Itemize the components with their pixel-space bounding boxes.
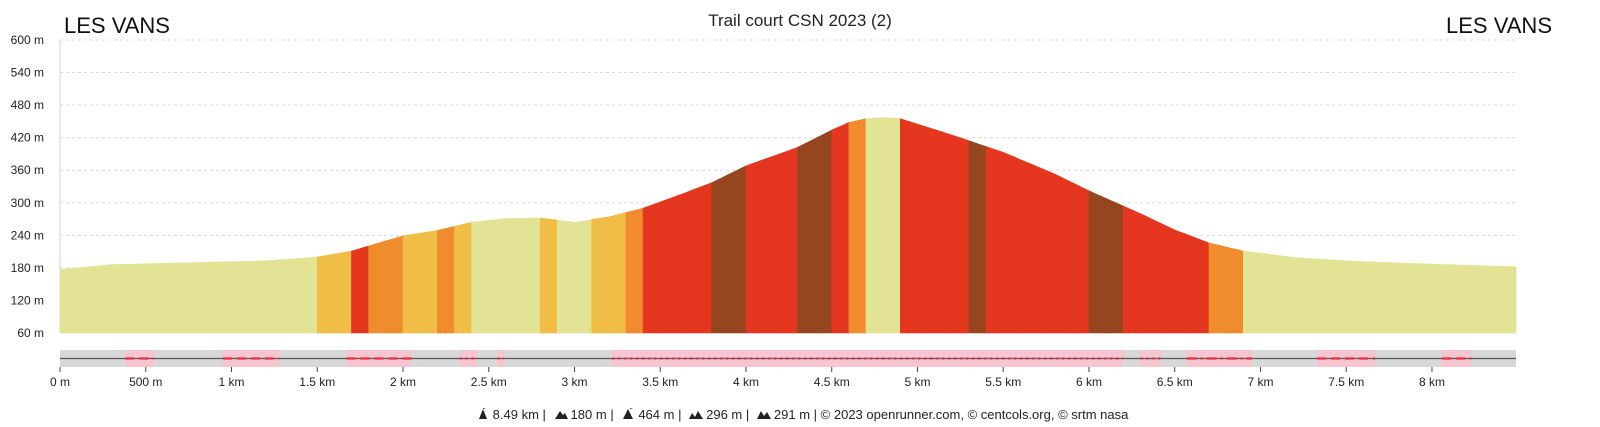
y-axis: 60 m 120 m 180 m 240 m 300 m 360 m 420 m 480 m 5… [11, 33, 44, 340]
gradient-segment [556, 219, 592, 334]
x-tick-label: 3 km [561, 375, 587, 389]
x-tick-label: 7 km [1247, 375, 1273, 389]
gradient-segment [402, 230, 438, 334]
gradient-segment [797, 129, 833, 334]
gradient-segment [1088, 190, 1124, 334]
chart-title: Trail court CSN 2023 (2) [708, 11, 892, 30]
separator: | [678, 407, 682, 422]
y-tick-label: 60 m [17, 326, 44, 340]
x-tick-label: 6 km [1076, 375, 1102, 389]
max-elevation-value: 464 m [638, 407, 675, 422]
x-tick-label: 1.5 km [299, 375, 335, 389]
gradient-segment [831, 122, 850, 334]
gradient-segment [436, 226, 455, 334]
gradient-segment [351, 245, 370, 334]
min-elevation-icon [756, 411, 771, 419]
elevation-loss-icon [689, 411, 704, 419]
gradient-segment [539, 217, 558, 334]
y-tick-label: 480 m [11, 98, 44, 112]
x-tick-label: 4.5 km [814, 375, 850, 389]
x-tick-label: 500 m [129, 375, 162, 389]
gradient-segment [59, 256, 318, 334]
y-tick-label: 360 m [11, 163, 44, 177]
credits: © 2023 openrunner.com, © centcols.org, ©… [820, 407, 1129, 422]
y-tick-label: 540 m [11, 66, 44, 80]
gradient-segment [368, 235, 404, 334]
footer-stats: 8.49 km | 180 m | 464 m | 296 m | 291 m … [0, 407, 1600, 422]
x-tick-label: 3.5 km [642, 375, 678, 389]
max-elevation-icon [623, 408, 634, 419]
y-tick-label: 600 m [11, 33, 44, 47]
x-tick-label: 5 km [904, 375, 930, 389]
x-tick-label: 4 km [733, 375, 759, 389]
distance-icon [478, 408, 487, 419]
elevation-loss-value: 296 m [706, 407, 743, 422]
elevation-gain-icon [554, 411, 568, 419]
x-tick-label: 1 km [218, 375, 244, 389]
y-tick-label: 240 m [11, 228, 44, 242]
elevation-gain-value: 180 m [570, 407, 607, 422]
x-tick-label: 7.5 km [1328, 375, 1364, 389]
gradient-segment [865, 117, 901, 334]
gradient-segment [471, 217, 541, 334]
x-tick-label: 0 m [50, 375, 70, 389]
gradient-segment [316, 250, 352, 334]
separator: | [813, 407, 818, 422]
x-tick-label: 2.5 km [471, 375, 507, 389]
x-tick-label: 6.5 km [1157, 375, 1193, 389]
gradient-segment [745, 146, 798, 334]
gradient-segment [968, 140, 987, 334]
gradient-segment [1243, 250, 1517, 334]
surface-bar [60, 350, 1516, 367]
gradient-segment [899, 118, 970, 334]
gradient-segment [848, 118, 867, 334]
x-tick-label: 8 km [1419, 375, 1445, 389]
gradient-segment [625, 207, 644, 334]
y-tick-label: 180 m [11, 261, 44, 275]
y-tick-label: 300 m [11, 196, 44, 210]
gradient-segment [1123, 205, 1210, 334]
elevation-profile-chart: 60 m 120 m 180 m 240 m 300 m 360 m 420 m 480 m 5… [11, 33, 1517, 389]
x-tick-label: 5.5 km [985, 375, 1021, 389]
start-place-label: LES VANS [64, 13, 170, 38]
x-tick-label: 2 km [390, 375, 416, 389]
y-tick-label: 120 m [11, 293, 44, 307]
gradient-segment [985, 146, 1090, 334]
gradient-segment [454, 221, 472, 334]
y-tick-label: 420 m [11, 131, 44, 145]
gradient-segment [711, 165, 747, 334]
separator: | [610, 407, 614, 422]
separator: | [542, 407, 546, 422]
end-place-label: LES VANS [1446, 13, 1552, 38]
elevation-area [59, 117, 1517, 334]
gradient-segment [1208, 242, 1244, 334]
distance-value: 8.49 km [492, 407, 539, 422]
gradient-segment [591, 212, 627, 334]
separator: | [745, 407, 750, 422]
gradient-segment [642, 182, 713, 334]
min-elevation-value: 291 m [773, 407, 811, 422]
x-axis: 0 m 500 m 1 km 1.5 km 2 km 2.5 km 3 km 3.5 km 4 … [50, 367, 1445, 389]
